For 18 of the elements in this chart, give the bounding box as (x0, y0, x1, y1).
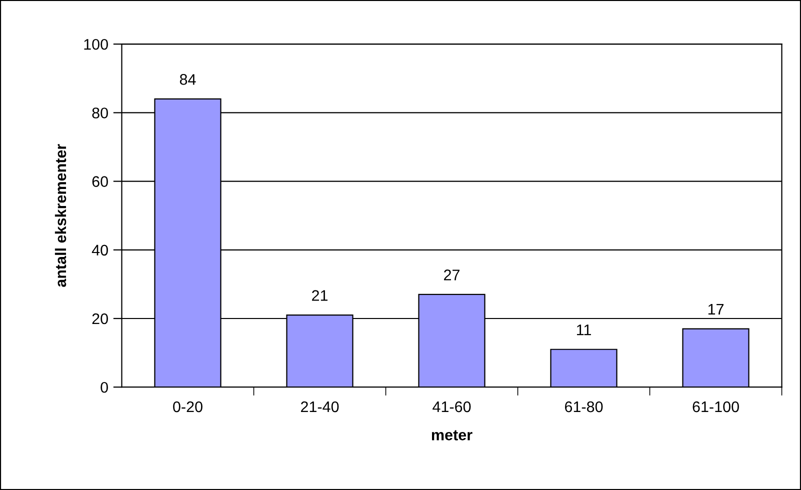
data-label: 84 (180, 74, 196, 85)
x-tick-label: 61-80 (565, 401, 603, 412)
y-tick-label: 40 (92, 244, 108, 256)
x-tick-label: 0-20 (173, 401, 202, 412)
y-axis-title: antall ekskrementer (54, 144, 66, 287)
y-tick-label: 60 (92, 176, 108, 187)
data-label: 27 (444, 270, 460, 280)
y-tick-label: 80 (92, 108, 108, 118)
data-label: 21 (312, 290, 328, 301)
y-tick-label: 0 (100, 382, 108, 393)
data-label: 11 (577, 324, 591, 336)
y-tick-label: 100 (84, 38, 108, 50)
x-tick-label: 61-100 (692, 401, 739, 412)
x-tick-label: 41-60 (432, 401, 471, 412)
x-axis-title: meter (432, 430, 472, 440)
data-label: 17 (708, 304, 724, 315)
y-tick-label: 20 (92, 313, 108, 324)
x-tick-label: 21-40 (300, 401, 339, 412)
